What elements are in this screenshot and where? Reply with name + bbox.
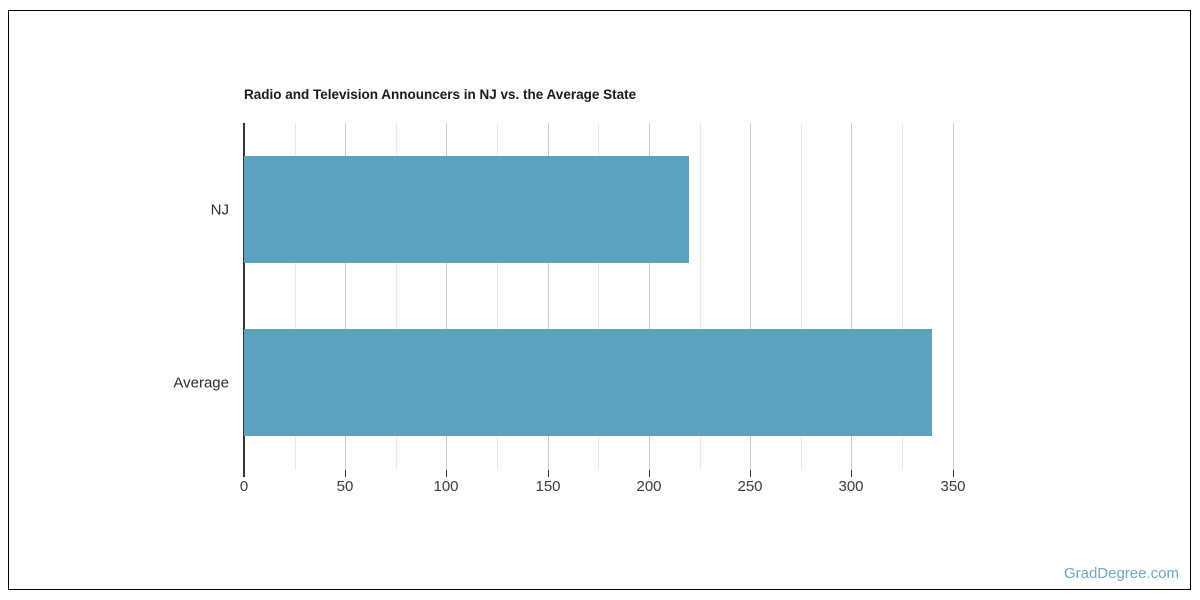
tick-label: 100 (433, 478, 459, 495)
tick-label: 50 (336, 478, 354, 495)
tick-mark (244, 470, 245, 477)
gridline (548, 123, 549, 470)
chart-title: Radio and Television Announcers in NJ vs… (244, 87, 637, 102)
gridline (902, 123, 903, 470)
tick-mark (750, 470, 751, 477)
tick-mark (345, 470, 346, 477)
tick-label: 150 (535, 478, 561, 495)
category-label-nj: NJ (210, 201, 229, 219)
gridline (953, 123, 954, 470)
tick-mark (446, 470, 447, 477)
gridline (598, 123, 599, 470)
gridline (497, 123, 498, 470)
gridline (446, 123, 447, 470)
gridline (345, 123, 346, 470)
category-label-average: Average (173, 374, 229, 392)
bar-nj (244, 156, 689, 263)
gridline (750, 123, 751, 470)
chart-frame: Radio and Television Announcers in NJ vs… (8, 10, 1191, 590)
gridline (851, 123, 852, 470)
tick-mark (851, 470, 852, 477)
watermark-link[interactable]: GradDegree.com (1063, 565, 1179, 582)
tick-label: 350 (940, 478, 966, 495)
gridline (801, 123, 802, 470)
gridline (649, 123, 650, 470)
gridline (700, 123, 701, 470)
gridline (295, 123, 296, 470)
tick-mark (649, 470, 650, 477)
tick-mark (953, 470, 954, 477)
tick-label: 250 (737, 478, 763, 495)
tick-mark (548, 470, 549, 477)
y-axis-line (243, 123, 245, 477)
tick-label: 200 (636, 478, 662, 495)
gridline (396, 123, 397, 470)
tick-label: 300 (838, 478, 864, 495)
plot-area: 0 50 100 150 200 250 300 350 NJ Average (173, 123, 985, 495)
tick-label: 0 (239, 478, 249, 495)
bar-average (244, 329, 932, 436)
